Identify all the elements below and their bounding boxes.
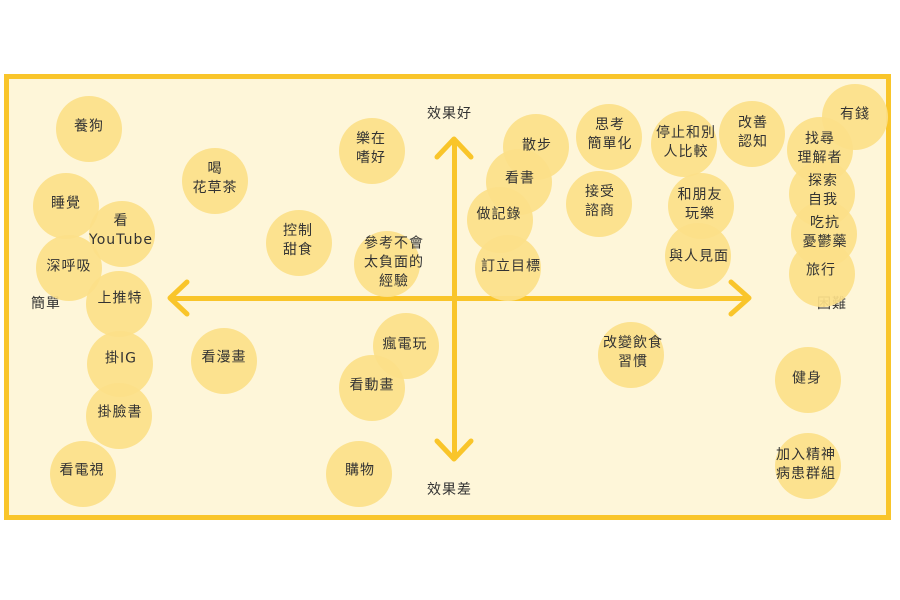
bubble [651, 111, 717, 177]
chip-antidepressant: 吃抗 憂鬱藥 [802, 215, 848, 250]
chip-deep-breath: 深呼吸 [46, 258, 92, 275]
chip-youtube: 看 YouTube [89, 213, 153, 248]
arrow-down-icon [434, 438, 474, 462]
chip-herb-tea: 喝花草茶 [192, 161, 238, 196]
bubble [665, 223, 731, 289]
arrow-right-icon [728, 279, 752, 317]
arrow-up-icon [434, 136, 474, 160]
bubble [266, 210, 332, 276]
bubble [326, 441, 392, 507]
chip-sweets: 控制 甜食 [283, 223, 313, 258]
chip-goals: 訂立目標 [481, 258, 541, 275]
axis-label-left: 簡單 [31, 296, 61, 312]
bubble [50, 441, 116, 507]
bubble [598, 322, 664, 388]
bubble [86, 271, 152, 337]
bubble [33, 173, 99, 239]
chip-negative-experience: 參考不會 太負面的 經驗 [364, 235, 424, 290]
chip-tv: 看電視 [59, 462, 105, 479]
chip-sleep: 睡覺 [51, 195, 81, 212]
chip-cognition: 改善 認知 [738, 115, 768, 150]
chip-exercise: 健身 [792, 370, 822, 387]
bubble [576, 104, 642, 170]
bubble [566, 171, 632, 237]
chip-simplify: 思考 簡單化 [587, 117, 633, 152]
chip-reading: 看書 [505, 170, 535, 187]
chip-group: 加入精神 病患群組 [776, 447, 836, 482]
bubble [354, 231, 420, 297]
chip-stop-compare: 停止和別 人比較 [656, 125, 716, 160]
chip-comics: 看漫畫 [201, 349, 247, 366]
chip-rich: 有錢 [840, 106, 870, 123]
chip-meet-people: 與人見面 [669, 248, 729, 265]
bubble [475, 235, 541, 301]
chip-journal: 做記錄 [476, 206, 522, 223]
bubble [182, 148, 248, 214]
axis-arrowheads [167, 136, 752, 462]
axis-label-top: 效果好 [427, 106, 472, 122]
chip-walk: 散步 [522, 137, 552, 154]
chip-shopping: 購物 [345, 462, 375, 479]
axis-label-bottom: 效果差 [427, 482, 472, 498]
chip-games: 瘋電玩 [382, 336, 428, 353]
bubble [86, 383, 152, 449]
bubble [89, 201, 155, 267]
chip-explore: 探索 自我 [808, 173, 838, 208]
chip-travel: 旅行 [806, 262, 836, 279]
arrow-left-icon [167, 279, 190, 317]
chip-understand: 找尋 理解者 [797, 131, 843, 166]
chip-diet: 改變飲食 習慣 [603, 335, 663, 370]
bubble [775, 347, 841, 413]
bubble [789, 241, 855, 307]
chip-ig: 掛IG [105, 350, 137, 367]
chip-joy-hobby: 樂在 嗜好 [356, 131, 386, 166]
bubble [339, 118, 405, 184]
chip-anime: 看動畫 [349, 377, 395, 394]
chip-facebook: 掛臉書 [97, 404, 143, 421]
bubble [191, 328, 257, 394]
bubble [775, 433, 841, 499]
chip-dog: 養狗 [74, 118, 104, 135]
bubble [56, 96, 122, 162]
chip-counseling: 接受 諮商 [585, 184, 615, 219]
horizontal-axis-line [171, 296, 747, 301]
chip-twitter: 上推特 [97, 290, 143, 307]
bubble [719, 101, 785, 167]
chip-friends: 和朋友 玩樂 [677, 187, 723, 222]
bubble [339, 355, 405, 421]
